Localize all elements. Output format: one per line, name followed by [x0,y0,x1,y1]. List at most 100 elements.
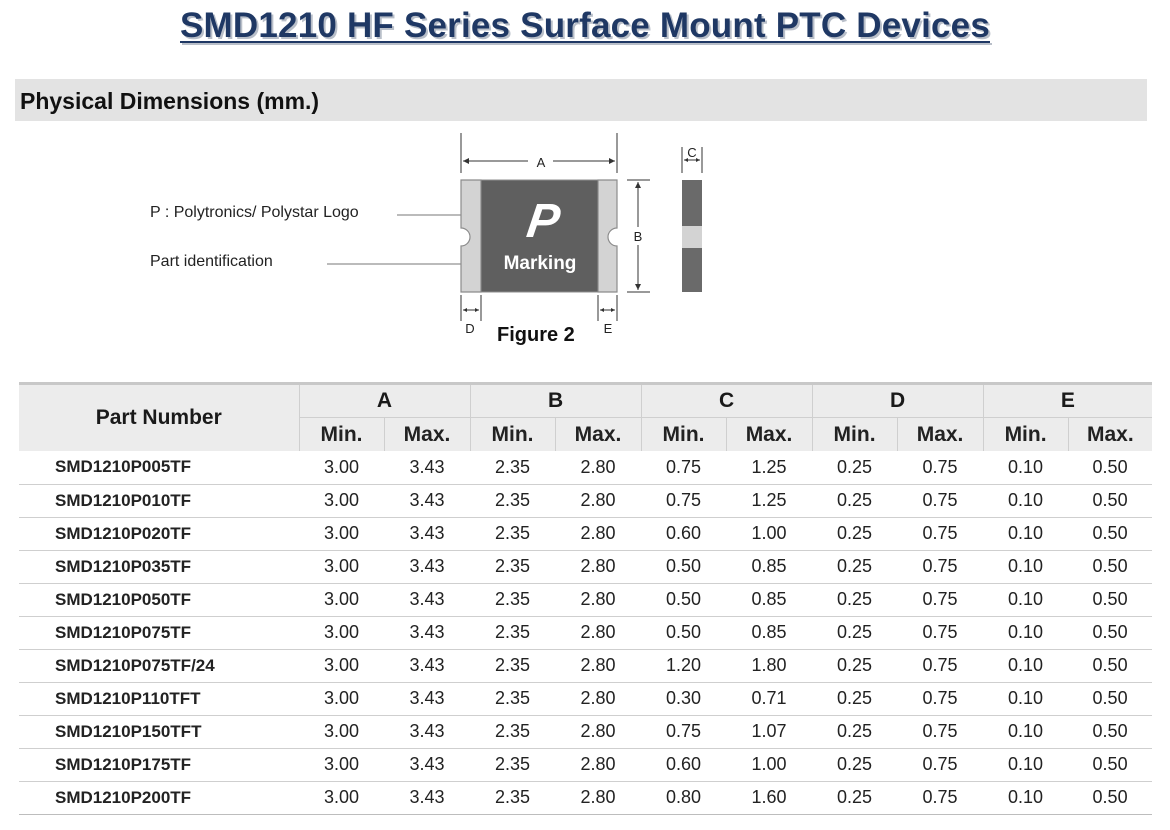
max-header: Max. [383,417,471,451]
dimension-cell: 3.00 [299,715,384,749]
marking-text: Marking [504,253,577,274]
dimension-cell: 0.75 [897,550,984,584]
dimension-cell: 0.25 [812,583,898,617]
dimension-cell: 3.00 [299,682,384,716]
dimension-cell: 2.80 [555,484,642,518]
table-subheader-row: Min. Max. Min. Max. Min. Max. Min. Max. … [19,417,1153,451]
dimension-cell: 0.85 [726,583,813,617]
dimension-cell: 0.50 [641,550,727,584]
dimension-cell: 0.71 [726,682,813,716]
part-id-callout-label: Part identification [150,253,273,270]
dimension-cell: 3.43 [384,451,471,485]
dimension-cell: 0.10 [983,484,1069,518]
part-number-cell: SMD1210P075TF [19,616,299,650]
min-header: Min. [298,417,384,451]
dimension-cell: 3.43 [384,682,471,716]
section-header: Physical Dimensions (mm.) [15,79,1147,121]
dimension-cell: 3.00 [299,517,384,551]
component-body [480,179,599,293]
dimension-cell: 3.43 [384,781,471,815]
table-row: SMD1210P050TF 3.00 3.43 2.35 2.80 0.50 0.85 0.2… [19,583,1153,617]
table-header-row: Part Number A B C D E [19,382,1153,451]
dim-b-label: B [634,229,643,244]
dimension-cell: 0.25 [812,748,898,782]
dimension-cell: 0.10 [983,715,1069,749]
dimension-cell: 0.50 [1068,781,1153,815]
dimension-cell: 0.75 [641,451,727,485]
max-header: Max. [725,417,813,451]
dimension-cell: 1.80 [726,649,813,683]
section-title: Physical Dimensions (mm.) [20,88,320,114]
dimension-cell: 1.00 [726,517,813,551]
dimension-cell: 0.50 [1068,517,1153,551]
dimension-cell: 2.35 [470,682,556,716]
dimension-cell: 0.75 [897,781,984,815]
table-row: SMD1210P020TF 3.00 3.43 2.35 2.80 0.60 1.00 0.2… [19,517,1153,551]
group-header-a: A [298,382,471,418]
table-body: SMD1210P005TF 3.00 3.43 2.35 2.80 0.75 1.25 0.2… [19,451,1153,815]
min-header: Min. [640,417,727,451]
dimension-cell: 3.43 [384,583,471,617]
dimension-cell: 2.35 [470,616,556,650]
dimension-cell: 0.75 [897,517,984,551]
min-header: Min. [982,417,1069,451]
dimension-cell: 2.80 [555,649,642,683]
part-number-cell: SMD1210P175TF [19,748,299,782]
table-row: SMD1210P110TFT 3.00 3.43 2.35 2.80 0.30 0.71 0.… [19,682,1153,716]
dimension-cell: 2.35 [470,583,556,617]
max-header: Max. [1067,417,1153,451]
dimension-cell: 0.50 [1068,649,1153,683]
dimension-cell: 0.30 [641,682,727,716]
part-number-header: Part Number [19,382,300,451]
dimension-cell: 0.25 [812,484,898,518]
part-number-cell: SMD1210P050TF [19,583,299,617]
figure-caption: Figure 2 [497,324,575,346]
dimension-cell: 3.43 [384,616,471,650]
dim-e-label: E [604,321,613,336]
dimension-cell: 0.25 [812,616,898,650]
table-row: SMD1210P075TF/24 3.00 3.43 2.35 2.80 1.20 1.80… [19,649,1153,683]
table-row: SMD1210P035TF 3.00 3.43 2.35 2.80 0.50 0.85 0.2… [19,550,1153,584]
component-drawing: A P Marking B C D [327,133,703,336]
right-terminal [597,179,618,293]
dimension-cell: 0.25 [812,649,898,683]
dimension-cell: 0.75 [897,682,984,716]
dimension-cell: 0.75 [897,616,984,650]
side-view-mid [682,226,702,248]
part-number-cell: SMD1210P005TF [19,451,299,485]
dimension-cell: 3.43 [384,748,471,782]
dimension-cell: 0.75 [641,484,727,518]
dimension-cell: 0.75 [897,715,984,749]
dimension-cell: 0.85 [726,616,813,650]
group-header-b: B [469,382,642,418]
dimension-cell: 1.07 [726,715,813,749]
dimension-cell: 0.60 [641,517,727,551]
dimension-cell: 3.00 [299,649,384,683]
dimension-cell: 2.80 [555,451,642,485]
dimension-cell: 0.25 [812,550,898,584]
min-header: Min. [811,417,898,451]
part-number-cell: SMD1210P020TF [19,517,299,551]
dimension-cell: 0.85 [726,550,813,584]
part-number-cell: SMD1210P075TF/24 [19,649,299,683]
dimension-cell: 2.35 [470,715,556,749]
page-title: SMD1210 HF Series Surface Mount PTC Devi… [180,6,990,45]
dim-c-label: C [687,145,696,160]
max-header: Max. [554,417,642,451]
dimension-cell: 0.10 [983,517,1069,551]
dimension-cell: 2.35 [470,517,556,551]
dimension-cell: 1.60 [726,781,813,815]
dimension-cell: 0.10 [983,781,1069,815]
side-view-bottom [682,248,702,292]
min-header: Min. [469,417,556,451]
part-number-cell: SMD1210P200TF [19,781,299,815]
table-row: SMD1210P200TF 3.00 3.43 2.35 2.80 0.80 1.60 0.2… [19,781,1153,815]
dimension-cell: 0.50 [1068,715,1153,749]
dimension-cell: 2.35 [470,550,556,584]
dimension-cell: 3.43 [384,517,471,551]
dimension-cell: 0.25 [812,451,898,485]
max-header: Max. [896,417,984,451]
dimension-cell: 2.80 [555,517,642,551]
dimension-cell: 0.75 [897,484,984,518]
dimension-cell: 0.50 [1068,616,1153,650]
